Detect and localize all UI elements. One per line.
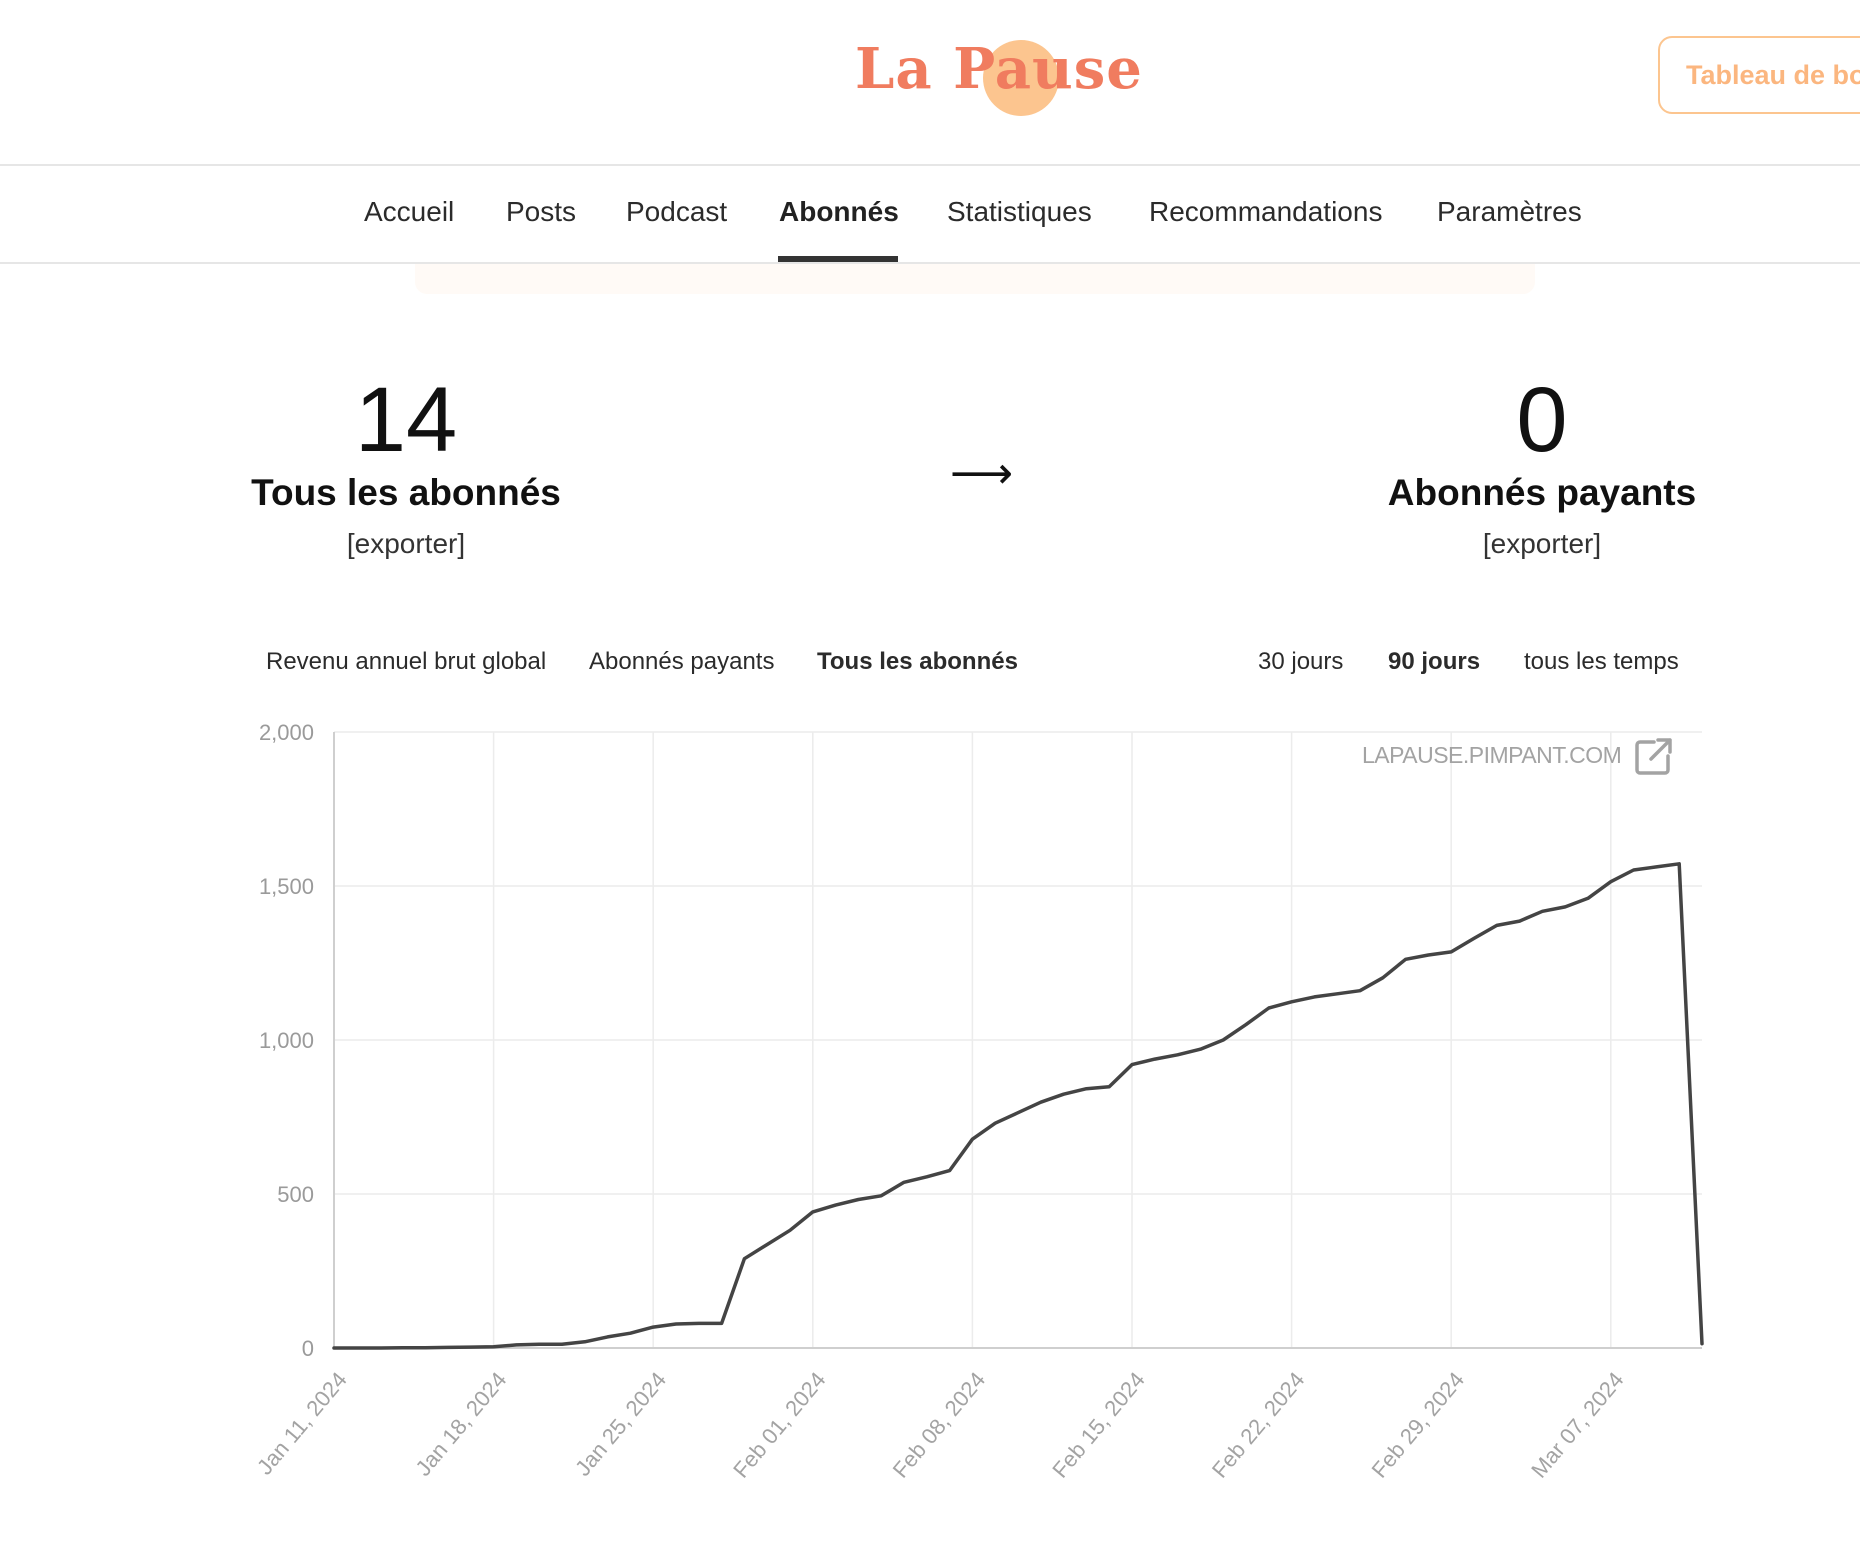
y-tick-label: 2,000 [259,720,314,745]
x-tick-label: Feb 29, 2024 [1367,1367,1470,1482]
arrow-icon: ⟶ [950,449,1014,498]
logo-circle [983,40,1059,116]
subscribers-line-chart: 0 500 1,000 1,500 2,000 Jan 11, 2024 Jan 18, 2… [252,720,1704,1483]
nav-statistiques[interactable]: Statistiques [947,196,1092,227]
x-tick-label: Jan 18, 2024 [410,1367,511,1481]
tab-all-subscribers[interactable]: Tous les abonnés [817,648,1018,675]
range-90-days[interactable]: 90 jours [1388,648,1481,675]
tab-paid-subscribers[interactable]: Abonnés payants [589,648,775,675]
active-tab-indicator [778,256,898,262]
x-tick-label: Jan 11, 2024 [252,1367,352,1479]
x-tick-label: Feb 15, 2024 [1047,1367,1150,1482]
x-tick-label: Feb 22, 2024 [1207,1367,1310,1482]
all-subscribers-label: Tous les abonnés [251,472,561,513]
x-tick-label: Feb 08, 2024 [888,1367,991,1482]
x-tick-label: Mar 07, 2024 [1526,1367,1628,1482]
paid-subscribers-label: Abonnés payants [1387,472,1697,513]
all-subscribers-count: 14 [354,369,458,471]
nav-abonnes[interactable]: Abonnés [779,196,899,227]
y-tick-label: 1,000 [259,1028,314,1053]
paid-subscribers-count: 0 [1516,369,1568,471]
tab-revenue[interactable]: Revenu annuel brut global [266,648,547,675]
x-tick-label: Jan 25, 2024 [570,1367,671,1481]
chart-axes [333,732,1702,1349]
notice-banner [415,264,1535,294]
y-tick-label: 0 [302,1336,314,1361]
range-30-days[interactable]: 30 jours [1258,648,1344,675]
chart-series [332,862,1704,1350]
chart-grid [334,731,1702,1348]
chart-labels: 0 500 1,000 1,500 2,000 Jan 11, 2024 Jan 18, 2… [252,720,1629,1483]
publication-url[interactable]: LAPAUSE.PIMPANT.COM [1362,742,1622,768]
nav-recommandations[interactable]: Recommandations [1149,196,1383,227]
export-paid-link[interactable]: [exporter] [1482,528,1602,559]
y-tick-label: 500 [277,1182,314,1207]
nav-podcast[interactable]: Podcast [626,196,728,227]
external-link-icon[interactable] [1632,736,1674,778]
nav-posts[interactable]: Posts [506,196,577,227]
top-bar: La Pause Tableau de bord [0,0,1860,166]
main-nav: Accueil Posts Podcast Abonnés Statistiqu… [0,166,1860,264]
publication-logo[interactable]: La Pause [855,30,1142,120]
nav-parametres[interactable]: Paramètres [1437,196,1582,227]
export-all-link[interactable]: [exporter] [346,528,466,559]
range-all-time[interactable]: tous les temps [1524,648,1679,675]
dashboard-button[interactable]: Tableau de bord [1658,36,1860,114]
x-tick-label: Feb 01, 2024 [728,1367,831,1482]
y-tick-label: 1,500 [259,874,314,899]
subscribers-series-line [332,862,1704,1350]
logo-text: La Pause [855,36,1143,102]
nav-accueil[interactable]: Accueil [364,196,455,227]
